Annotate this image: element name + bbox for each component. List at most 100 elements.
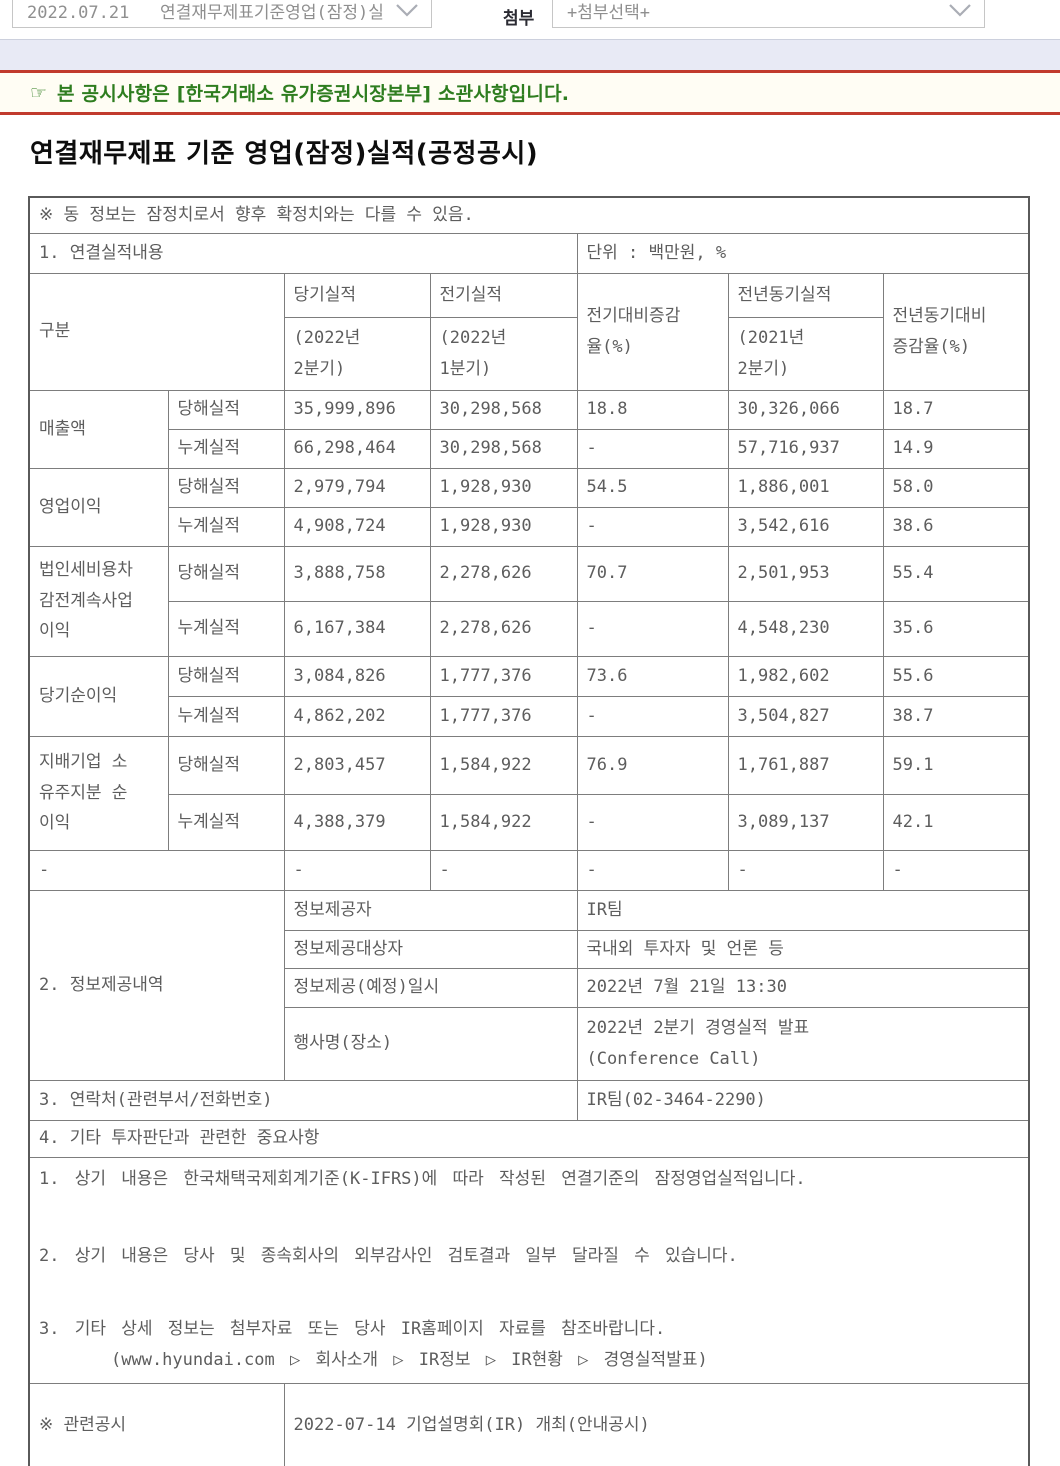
jurisdiction-notice: ☞ 본 공시사항은 [한국거래소 유가증권시장본부] 소관사항입니다. xyxy=(0,73,1060,112)
other-section-row: 4. 기타 투자판단과 관련한 중요사항 xyxy=(28,1119,1030,1158)
metric-name: 법인세비용차 감전계속사업 이익 xyxy=(28,545,169,657)
pointing-hand-icon: ☞ xyxy=(30,81,48,104)
value-cell: 38.6 xyxy=(882,506,1030,547)
value-cell: 35.6 xyxy=(882,600,1030,657)
dash-cell: - xyxy=(882,849,1030,891)
header-gubun: 구분 xyxy=(28,272,285,391)
header-yoy: 전년동기실적 xyxy=(727,272,884,318)
info-label: 정보제공자 xyxy=(283,889,578,931)
contact-row: 3. 연락처(관련부서/전화번호) IR팀(02-3464-2290) xyxy=(28,1079,1030,1121)
info-value: 국내외 투자자 및 언론 등 xyxy=(576,929,1030,969)
value-cell: 3,542,616 xyxy=(727,506,884,547)
info-row: 2. 정보제공내역 정보제공자 IR팀 xyxy=(28,889,1030,1081)
metric-name: 매출액 xyxy=(28,389,169,469)
info-label: 정보제공대상자 xyxy=(283,929,578,969)
value-cell: 1,928,930 xyxy=(429,467,578,508)
other-section-label: 4. 기타 투자판단과 관련한 중요사항 xyxy=(28,1119,1030,1158)
note-line: 1. 상기 내용은 한국채택국제회계기준(K-IFRS)에 따라 작성된 연결기… xyxy=(39,1169,806,1190)
related-disclosure-row: ※ 관련공시 2022-07-14 기업설명회(IR) 개최(안내공시) xyxy=(28,1382,1030,1466)
value-cell: 35,999,896 xyxy=(283,389,431,430)
row-type-label: 누계실적 xyxy=(167,695,285,737)
metric-name: 당기순이익 xyxy=(28,655,169,737)
info-row: 정보제공(예정)일시 2022년 7월 21일 13:30 xyxy=(29,967,1030,1008)
value-cell: 3,504,827 xyxy=(727,695,884,737)
value-cell: 42.1 xyxy=(882,793,1030,851)
section1-label: 1. 연결실적내용 xyxy=(28,232,578,274)
value-cell: 3,888,758 xyxy=(283,545,431,602)
attachment-label: 첨부 xyxy=(503,9,535,29)
header-row-1: 구분 당기실적 전기실적 전기대비증감 율(%) 전년동기실적 전년동기대비 증… xyxy=(28,272,1030,391)
row-type-label: 당해실적 xyxy=(167,735,285,795)
metric-row: 영업이익 당해실적 2,979,794 1,928,930 54.5 1,886… xyxy=(28,467,1030,547)
metric-row: 법인세비용차 감전계속사업 이익 당해실적 3,888,758 2,278,62… xyxy=(28,545,1030,657)
header-previous-period: (2022년 1분기) xyxy=(429,316,578,391)
info-value: 2022년 7월 21일 13:30 xyxy=(576,967,1030,1008)
metric-name: 지배기업 소 유주지분 순 이익 xyxy=(28,735,169,851)
value-cell: 18.8 xyxy=(576,389,729,430)
header-row-2: (2022년 2분기) (2022년 1분기) (2021년 2분기) xyxy=(29,316,1029,391)
value-cell: 59.1 xyxy=(882,735,1030,795)
attachment-select[interactable]: +첨부선택+ xyxy=(552,0,985,28)
row-type-label: 누계실적 xyxy=(167,600,285,657)
value-cell: 58.0 xyxy=(882,467,1030,508)
value-cell: 1,761,887 xyxy=(727,735,884,795)
value-cell: 73.6 xyxy=(576,655,729,697)
info-label: 행사명(장소) xyxy=(283,1006,578,1081)
report-date-select[interactable]: 2022.07.21 연결재무제표기준영업(잠정)실 xyxy=(12,0,432,28)
value-cell: 76.9 xyxy=(576,735,729,795)
metric-row: 누계실적 6,167,384 2,278,626 - 4,548,230 35.… xyxy=(29,600,1030,657)
value-cell: - xyxy=(576,506,729,547)
info-section-label: 2. 정보제공내역 xyxy=(28,889,285,1081)
metric-row: 누계실적 4,908,724 1,928,930 - 3,542,616 38.… xyxy=(29,506,1030,547)
metric-row: 누계실적 66,298,464 30,298,568 - 57,716,937 … xyxy=(29,428,1030,469)
info-row: 행사명(장소) 2022년 2분기 경영실적 발표 (Conference Ca… xyxy=(29,1006,1030,1081)
metric-row: 누계실적 4,388,379 1,584,922 - 3,089,137 42.… xyxy=(29,793,1030,851)
value-cell: 66,298,464 xyxy=(283,428,431,469)
section1-row: 1. 연결실적내용 단위 : 백만원, % xyxy=(28,232,1030,274)
value-cell: 1,584,922 xyxy=(429,793,578,851)
report-select-value: 2022.07.21 연결재무제표기준영업(잠정)실 xyxy=(27,2,384,23)
header-current-period: (2022년 2분기) xyxy=(283,316,431,391)
dash-cell: - xyxy=(429,849,578,891)
dash-cell: - xyxy=(727,849,884,891)
value-cell: 1,777,376 xyxy=(429,655,578,697)
provisional-note-row: ※ 동 정보는 잠정치로서 향후 확정치와는 다를 수 있음. xyxy=(28,196,1030,234)
dash-cell: - xyxy=(576,849,729,891)
value-cell: 6,167,384 xyxy=(283,600,431,657)
value-cell: 30,298,568 xyxy=(429,389,578,430)
metric-row: 지배기업 소 유주지분 순 이익 당해실적 2,803,457 1,584,92… xyxy=(28,735,1030,851)
value-cell: 55.6 xyxy=(882,655,1030,697)
note-line: 3. 기타 상세 정보는 첨부자료 또는 당사 IR홈페이지 자료를 참조바랍니… xyxy=(39,1319,666,1340)
value-cell: 30,298,568 xyxy=(429,428,578,469)
contact-value: IR팀(02-3464-2290) xyxy=(576,1079,1030,1121)
metric-row: 매출액 당해실적 35,999,896 30,298,568 18.8 30,3… xyxy=(28,389,1030,469)
related-value: 2022-07-14 기업설명회(IR) 개최(안내공시) xyxy=(283,1382,1030,1466)
row-type-label: 당해실적 xyxy=(167,545,285,602)
header-qoq-change: 전기대비증감 율(%) xyxy=(576,272,729,391)
row-type-label: 누계실적 xyxy=(167,428,285,469)
dash-cell: - xyxy=(28,849,285,891)
value-cell: 2,501,953 xyxy=(727,545,884,602)
contact-label: 3. 연락처(관련부서/전화번호) xyxy=(28,1079,578,1121)
header-yoy-change: 전년동기대비 증감율(%) xyxy=(882,272,1030,391)
row-type-label: 당해실적 xyxy=(167,389,285,430)
chevron-down-icon xyxy=(396,4,418,17)
header-band xyxy=(0,39,1060,70)
value-cell: 3,084,826 xyxy=(283,655,431,697)
value-cell: 14.9 xyxy=(882,428,1030,469)
value-cell: - xyxy=(576,695,729,737)
info-label: 정보제공(예정)일시 xyxy=(283,967,578,1008)
value-cell: 54.5 xyxy=(576,467,729,508)
unit-label: 단위 : 백만원, % xyxy=(576,232,1030,274)
value-cell: 4,388,379 xyxy=(283,793,431,851)
header-previous: 전기실적 xyxy=(429,272,578,318)
notes-row: 1. 상기 내용은 한국채택국제회계기준(K-IFRS)에 따라 작성된 연결기… xyxy=(28,1156,1030,1384)
value-cell: 2,278,626 xyxy=(429,545,578,602)
value-cell: 4,908,724 xyxy=(283,506,431,547)
attachment-select-value: +첨부선택+ xyxy=(567,2,651,23)
row-type-label: 누계실적 xyxy=(167,793,285,851)
metric-row: 당기순이익 당해실적 3,084,826 1,777,376 73.6 1,98… xyxy=(28,655,1030,737)
value-cell: 18.7 xyxy=(882,389,1030,430)
value-cell: - xyxy=(576,793,729,851)
